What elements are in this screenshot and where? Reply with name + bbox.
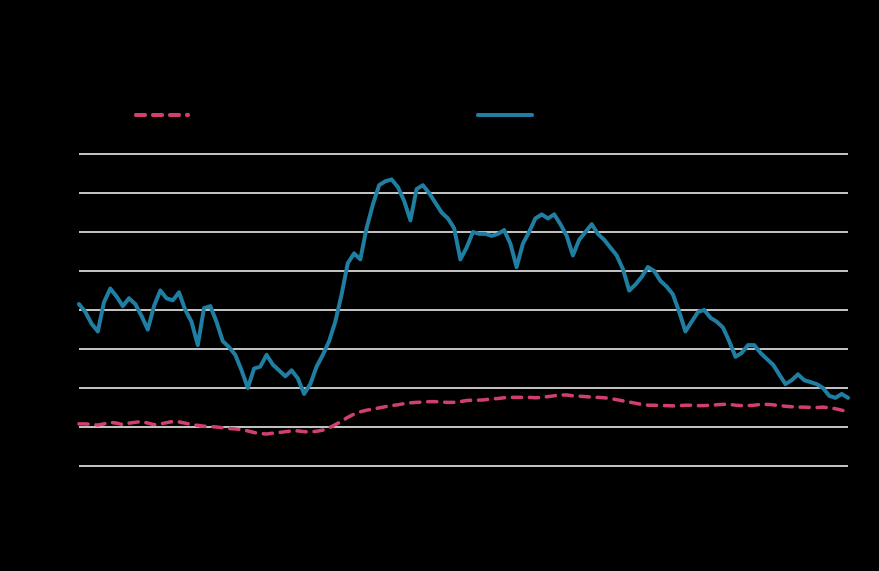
series-line-2 (77, 177, 850, 400)
series-lines (77, 177, 850, 436)
series-line-1 (77, 393, 850, 436)
gridlines (79, 153, 848, 467)
